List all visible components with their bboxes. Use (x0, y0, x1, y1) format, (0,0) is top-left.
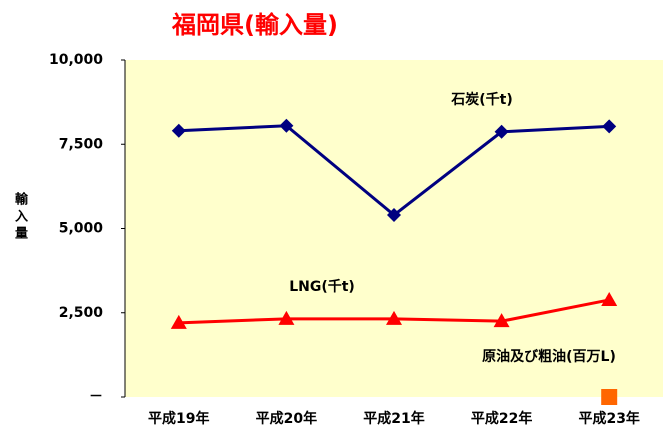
marker (494, 124, 509, 139)
plot-area (125, 60, 663, 397)
y-tick-label: 5,000 (59, 221, 104, 237)
marker (601, 389, 618, 405)
marker (601, 291, 618, 306)
marker (279, 118, 294, 133)
y-axis-label: 輸入量 (12, 192, 27, 243)
x-tick-label: 平成21年 (363, 410, 424, 427)
y-tick-label: － (89, 389, 103, 405)
series-label: 原油及び粗油(百万L) (482, 348, 616, 365)
x-tick-label: 平成19年 (148, 410, 209, 427)
x-tick-label: 平成20年 (256, 410, 317, 427)
marker (171, 123, 186, 138)
chart-title: 福岡県(輸入量) (171, 11, 338, 39)
x-tick-label: 平成22年 (471, 410, 532, 427)
series-label: LNG(千t) (289, 278, 355, 295)
series-label: 石炭(千t) (450, 91, 513, 108)
x-tick-label: 平成23年 (578, 410, 639, 427)
marker (602, 119, 617, 134)
y-tick-label: 2,500 (59, 305, 104, 321)
marker (493, 313, 510, 328)
y-tick-label: 10,000 (49, 52, 103, 68)
marker (170, 314, 187, 329)
marker (386, 310, 402, 325)
marker (278, 310, 295, 325)
marker (387, 208, 401, 223)
y-tick-label: 7,500 (59, 136, 104, 152)
